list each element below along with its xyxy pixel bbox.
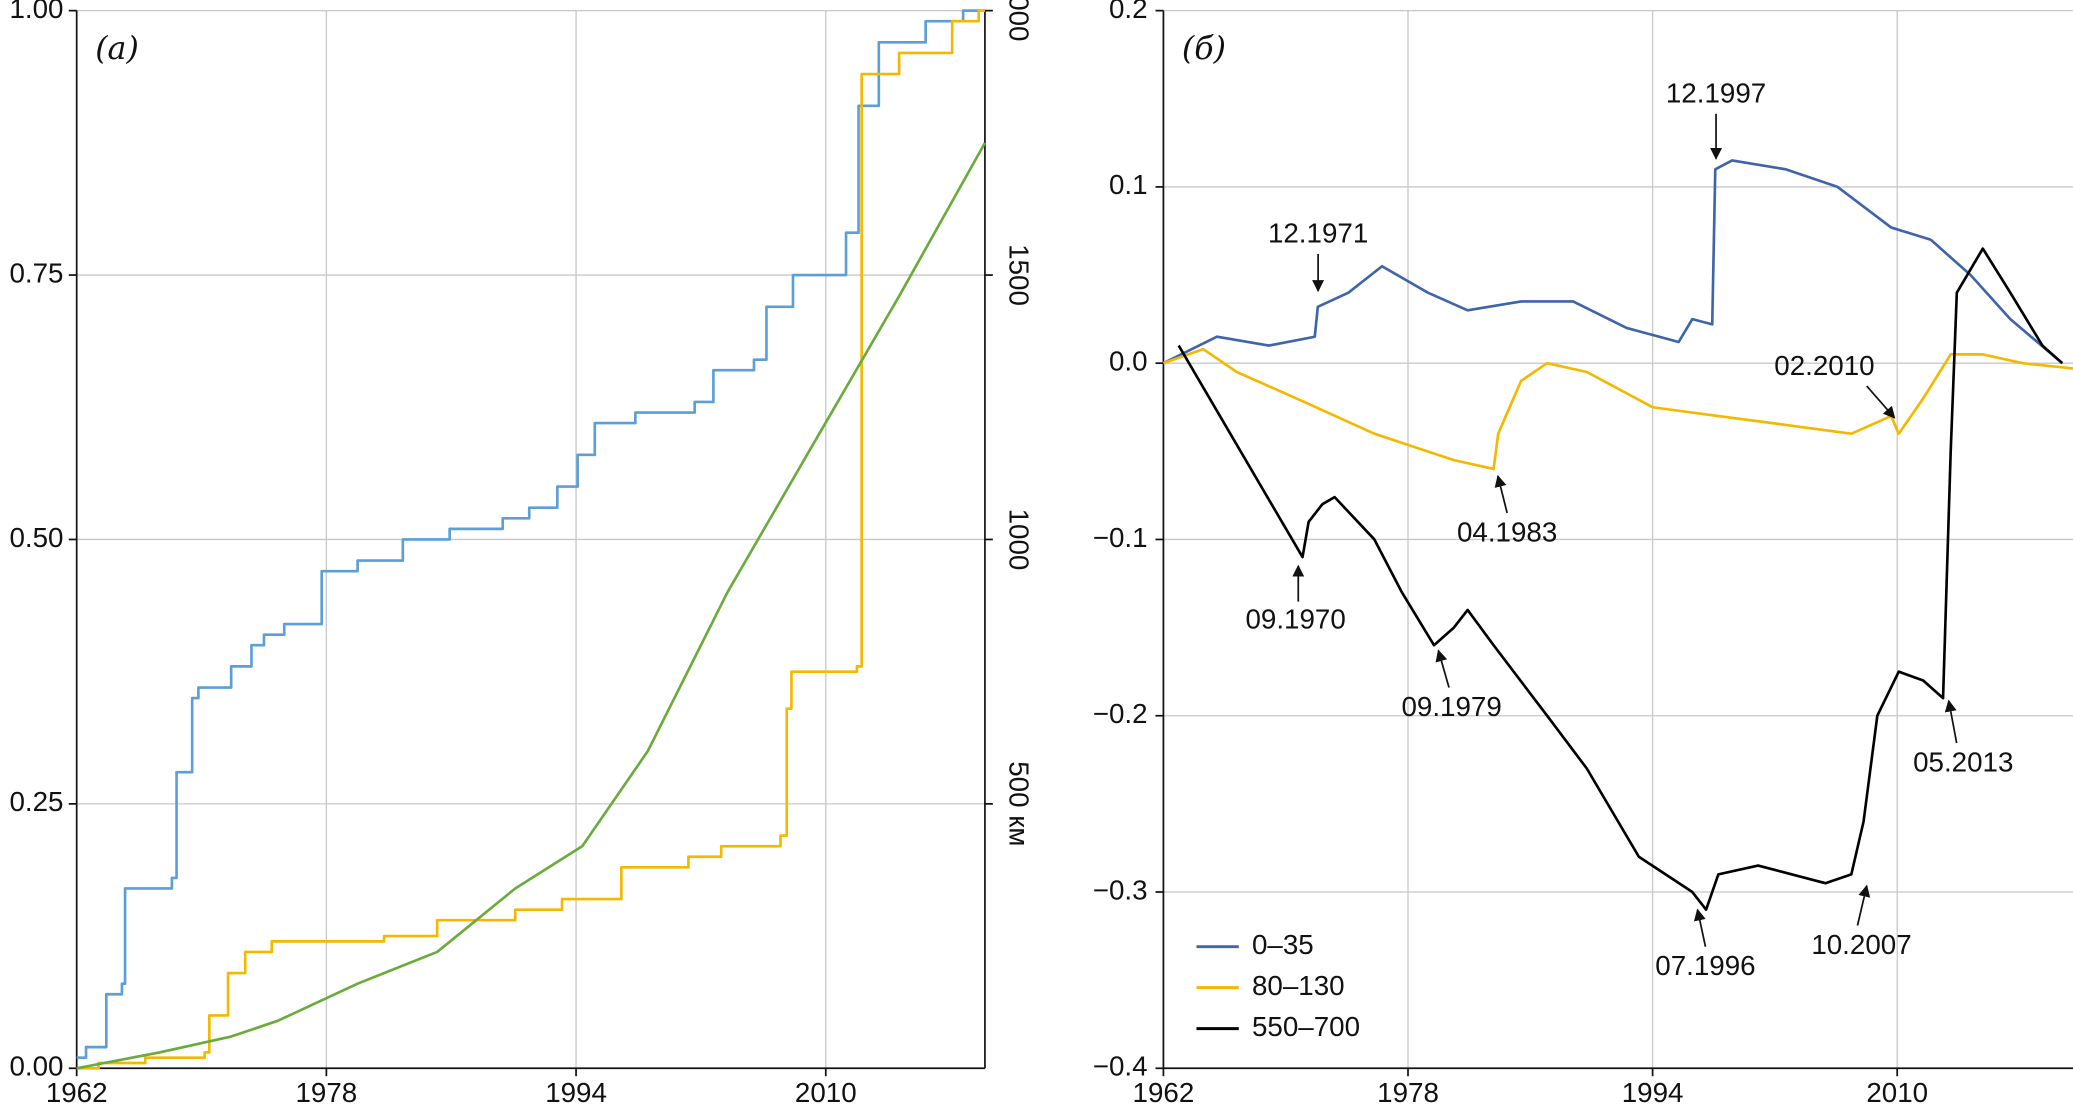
y-tick-label: 0.00: [9, 1051, 63, 1082]
annotation-arrow: [1693, 908, 1707, 947]
y-tick-label: 0.75: [9, 257, 63, 288]
x-tick-label: 1994: [1622, 1077, 1684, 1108]
y2-tick-label: 1500: [1003, 244, 1034, 306]
y-tick-label: −0.2: [1093, 698, 1148, 729]
annotation: 05.2013: [1913, 747, 2013, 778]
y-tick-label: 0.50: [9, 522, 63, 553]
y2-tick-label: 500 км: [1003, 761, 1034, 846]
annotation: 09.1970: [1245, 604, 1345, 635]
series-line: [76, 142, 987, 1070]
y2-tick-label: 1000: [1003, 509, 1034, 571]
y-tick-label: 0.0: [1109, 346, 1148, 377]
x-tick-label: 1978: [296, 1077, 358, 1108]
annotation: 09.1979: [1401, 691, 1501, 722]
annotation: 07.1996: [1655, 950, 1755, 981]
series-line: [1162, 347, 2073, 471]
legend-label: 550–700: [1252, 1011, 1360, 1042]
annotation: 04.1983: [1457, 516, 1557, 547]
annotation-arrow: [1866, 385, 1896, 419]
x-tick-label: 2010: [1866, 1077, 1928, 1108]
annotation: 02.2010: [1774, 350, 1874, 381]
panel-label: (а): [95, 31, 139, 67]
series-line: [1162, 159, 2064, 365]
series-line: [76, 9, 985, 1070]
y-tick-label: −0.4: [1093, 1051, 1148, 1082]
y-tick-label: 0.1: [1109, 169, 1148, 200]
annotation-arrow: [1944, 699, 1958, 744]
legend-label: 0–35: [1252, 929, 1314, 960]
annotation: 10.2007: [1811, 929, 1911, 960]
panel-label: (б): [1182, 31, 1226, 67]
y-tick-label: 0.25: [9, 786, 63, 817]
annotation-arrow: [1494, 474, 1508, 514]
x-tick-label: 1962: [1133, 1077, 1195, 1108]
annotation-arrow: [1435, 649, 1450, 688]
legend-label: 80–130: [1252, 970, 1345, 1001]
x-tick-label: 2010: [795, 1077, 857, 1108]
x-tick-label: 1994: [545, 1077, 607, 1108]
y-tick-label: 1.00: [9, 0, 63, 24]
y-tick-label: 0.2: [1109, 0, 1148, 24]
series-line: [1177, 247, 2064, 911]
x-tick-label: 1978: [1377, 1077, 1439, 1108]
y2-tick-label: 2000: [1003, 0, 1034, 41]
y-tick-label: −0.3: [1093, 874, 1148, 905]
series-line: [76, 9, 985, 1060]
annotation: 12.1997: [1666, 78, 1766, 109]
annotation-arrow: [1856, 884, 1871, 926]
annotation: 12.1971: [1268, 218, 1368, 249]
y-tick-label: −0.1: [1093, 522, 1148, 553]
x-tick-label: 1962: [46, 1077, 108, 1108]
